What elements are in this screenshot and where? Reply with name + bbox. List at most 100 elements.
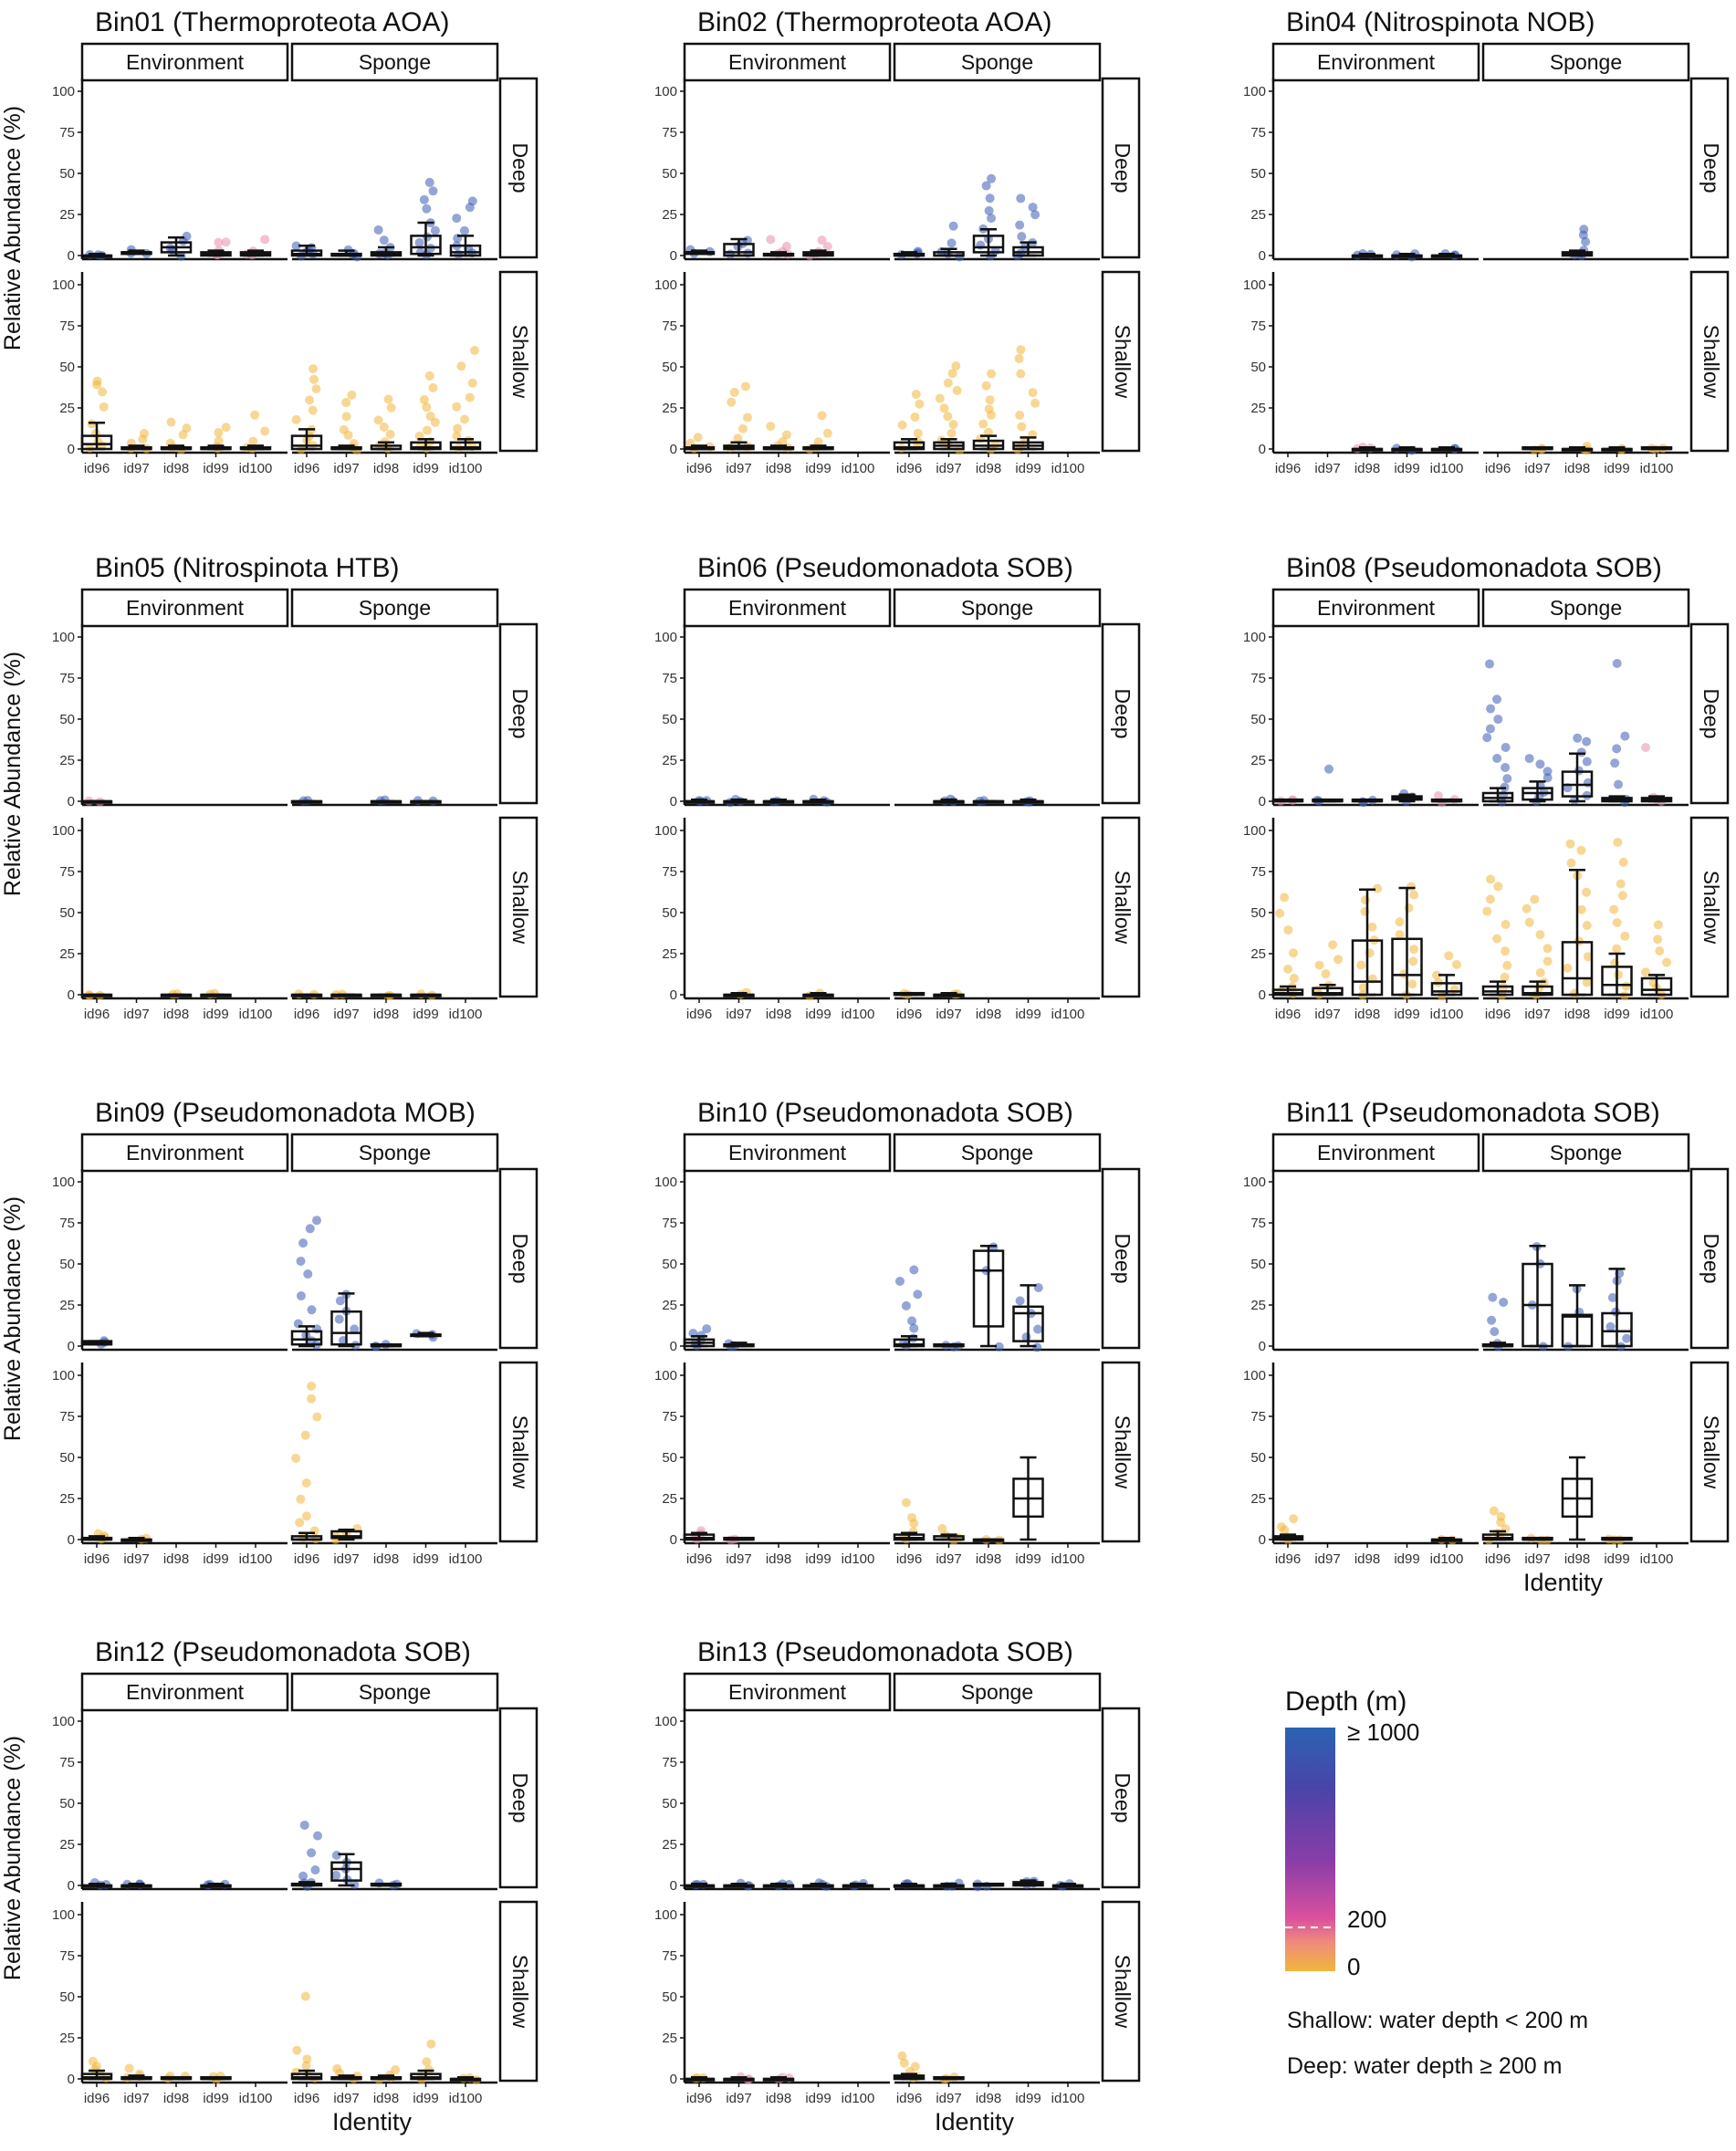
- box-sponge-id97-shallow: [330, 2063, 362, 2083]
- y-tick-label: 75: [662, 318, 677, 334]
- data-point: [1321, 969, 1331, 979]
- box-sponge-id97-deep: [330, 1850, 362, 1889]
- data-point: [1485, 894, 1495, 904]
- data-point: [1616, 879, 1626, 889]
- data-point: [1016, 193, 1026, 204]
- y-tick-label: 100: [654, 1907, 677, 1923]
- data-point: [901, 1300, 911, 1310]
- box-environment-id97-deep: [120, 1879, 152, 1890]
- box-environment-id100-deep: [239, 235, 272, 260]
- data-point: [341, 398, 351, 408]
- x-tick-label: id100: [1430, 461, 1464, 476]
- strip-label-environment: Environment: [126, 50, 245, 74]
- x-tick-label: id99: [1015, 1007, 1041, 1022]
- x-tick-label: id100: [1640, 461, 1674, 476]
- y-tick-label: 100: [52, 823, 75, 839]
- data-point: [1409, 945, 1419, 955]
- data-point: [1582, 977, 1592, 987]
- y-tick-label: 25: [662, 946, 677, 962]
- box-environment-id96-deep: [80, 796, 113, 807]
- data-point: [1016, 369, 1026, 379]
- y-tick-label: 25: [662, 2031, 677, 2046]
- box-environment-id96-shallow: [683, 1526, 716, 1544]
- data-point: [1613, 837, 1623, 847]
- data-point: [331, 1870, 341, 1880]
- x-tick-label: id97: [936, 461, 961, 476]
- data-point: [430, 225, 440, 235]
- y-tick-label: 75: [59, 1948, 75, 1964]
- x-tick-label: id100: [449, 1551, 483, 1567]
- y-tick-label: 50: [1250, 166, 1266, 182]
- data-point: [124, 2063, 134, 2073]
- box-iqr: [1561, 941, 1594, 997]
- box-sponge-id96-shallow: [290, 1381, 323, 1544]
- box-sponge-id97-deep: [330, 245, 362, 262]
- x-tick-label: id99: [413, 1007, 438, 1022]
- data-point: [1620, 731, 1630, 741]
- data-point: [422, 402, 432, 412]
- x-tick-label: id98: [373, 461, 399, 476]
- box-sponge-id99-deep: [1012, 796, 1044, 807]
- data-point: [1612, 744, 1622, 754]
- data-point: [452, 402, 462, 412]
- data-point: [92, 376, 102, 386]
- y-tick-label: 50: [59, 905, 75, 921]
- x-tick-label: id99: [203, 1551, 228, 1567]
- data-point: [1484, 659, 1494, 669]
- data-point: [221, 237, 231, 247]
- strip-sponge: [1481, 42, 1690, 82]
- box-environment-id98-deep: [160, 231, 193, 261]
- box-sponge-id100-shallow: [449, 346, 482, 453]
- x-tick-label: id100: [449, 461, 483, 476]
- data-point: [1017, 422, 1027, 432]
- data-point: [817, 235, 827, 245]
- x-tick-label: id98: [1354, 1551, 1380, 1567]
- y-tick-label: 100: [52, 1368, 75, 1384]
- box-sponge-id96-shallow: [290, 989, 323, 999]
- y-tick-label: 50: [59, 166, 75, 182]
- x-tick-label: id100: [842, 1007, 875, 1022]
- box-sponge-id99-shallow: [410, 2039, 442, 2084]
- data-point: [1563, 963, 1573, 973]
- box-sponge-id96-shallow: [290, 364, 323, 454]
- x-tick-label: id100: [239, 1551, 273, 1567]
- y-tick-label: 0: [68, 987, 75, 1003]
- x-tick-label: id97: [936, 1007, 961, 1022]
- box-iqr: [410, 441, 442, 451]
- data-point: [1501, 742, 1511, 752]
- y-tick-label: 0: [670, 1339, 677, 1354]
- y-tick-label: 100: [52, 84, 75, 99]
- data-point: [300, 1991, 310, 2001]
- legend-colorbar: [1285, 1728, 1335, 1971]
- box-sponge-id99-deep: [1601, 658, 1633, 808]
- box-sponge-id99-shallow: [1601, 444, 1633, 454]
- box-environment-id96-deep: [80, 1336, 113, 1349]
- y-tick-label: 100: [1243, 1368, 1266, 1384]
- data-point: [1482, 733, 1492, 743]
- data-point: [1492, 754, 1502, 764]
- box-sponge-id97-shallow: [330, 989, 362, 999]
- box-environment-id96-deep: [1271, 795, 1304, 806]
- data-point: [1535, 930, 1545, 940]
- box-sponge-id97-shallow: [933, 1523, 965, 1545]
- x-tick-label: id99: [805, 461, 831, 476]
- box-sponge-id97-deep: [933, 1341, 965, 1352]
- y-tick-label: 50: [662, 1450, 677, 1466]
- y-tick-label: 100: [654, 84, 677, 99]
- x-tick-label: id100: [449, 2091, 483, 2106]
- x-tick-label: id96: [896, 1007, 922, 1022]
- data-point: [822, 428, 832, 438]
- y-tick-label: 100: [52, 1907, 75, 1923]
- box-iqr: [1640, 976, 1673, 997]
- box-sponge-id100-deep: [1640, 743, 1673, 806]
- data-point: [308, 405, 318, 415]
- data-point: [419, 395, 429, 405]
- data-point: [978, 419, 988, 429]
- data-point: [1543, 944, 1553, 954]
- y-tick-label: 50: [1250, 1257, 1266, 1272]
- box-environment-id100-deep: [1430, 248, 1463, 260]
- x-tick-label: id96: [1485, 1551, 1511, 1567]
- data-point: [1373, 883, 1383, 893]
- data-point: [1579, 224, 1589, 235]
- y-tick-label: 75: [1250, 318, 1266, 334]
